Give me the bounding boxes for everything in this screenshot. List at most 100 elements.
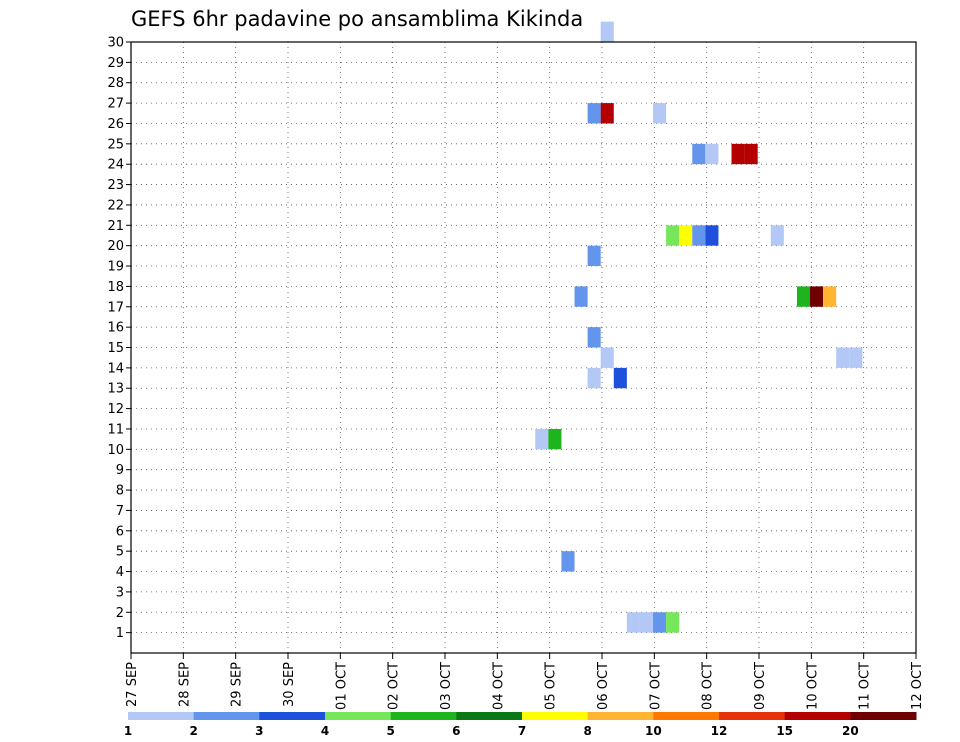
grid-lines <box>131 41 916 653</box>
x-tick-label-11: 08 OCT <box>701 662 716 710</box>
x-tick-label-14: 11 OCT <box>858 662 873 710</box>
y-tick-label-0: 1 <box>116 626 124 641</box>
data-cell-15 <box>653 612 667 633</box>
data-cell-25 <box>770 225 784 246</box>
data-cell-14 <box>653 103 667 124</box>
x-tick-label-9: 06 OCT <box>596 662 611 710</box>
data-cell-0 <box>535 428 549 450</box>
colorbar-swatch-0 <box>128 712 195 720</box>
colorbar-swatch-5 <box>456 712 523 720</box>
colorbar-label-10: 15 <box>776 724 793 738</box>
y-tick-label-24: 25 <box>107 137 124 152</box>
y-tick-label-9: 10 <box>107 443 124 458</box>
data-cell-27 <box>810 286 824 307</box>
data-cell-17 <box>666 225 680 246</box>
x-tick-label-3: 30 SEP <box>282 662 297 707</box>
colorbar-swatch-7 <box>587 712 654 720</box>
y-tick-label-26: 27 <box>107 97 124 112</box>
y-tick-label-19: 20 <box>107 239 124 254</box>
colorbar-label-5: 6 <box>452 724 460 738</box>
y-tick-label-4: 5 <box>116 545 124 560</box>
y-tick-label-6: 7 <box>116 504 124 519</box>
colorbar-swatch-3 <box>325 712 392 720</box>
colorbar-label-2: 3 <box>255 724 263 738</box>
data-cell-1 <box>548 428 562 450</box>
y-tick-label-1: 2 <box>116 606 124 621</box>
data-cell-11 <box>613 367 627 389</box>
data-cell-29 <box>836 347 850 368</box>
y-tick-label-20: 21 <box>107 219 124 234</box>
y-tick-label-25: 26 <box>107 117 124 132</box>
colorbar-label-1: 2 <box>189 724 197 738</box>
y-tick-label-3: 4 <box>116 565 124 580</box>
plot-frame <box>130 41 917 654</box>
colorbar-swatch-4 <box>390 712 457 720</box>
data-cell-22 <box>705 143 719 165</box>
y-tick-label-12: 13 <box>107 382 124 397</box>
x-tick-label-6: 03 OCT <box>439 662 454 710</box>
y-tick-label-22: 23 <box>107 178 124 193</box>
x-tick-label-4: 01 OCT <box>334 662 349 710</box>
data-cell-23 <box>731 143 745 165</box>
data-cell-4 <box>587 367 601 389</box>
colorbar-label-9: 12 <box>711 724 728 738</box>
colorbar-swatch-10 <box>784 712 851 720</box>
data-cell-18 <box>679 225 693 246</box>
data-cell-3 <box>574 286 588 307</box>
x-tick-label-12: 09 OCT <box>753 662 768 710</box>
data-cell-30 <box>849 347 863 368</box>
colorbar-swatch-6 <box>522 712 589 720</box>
y-tick-label-16: 17 <box>107 300 124 315</box>
data-cell-28 <box>823 286 837 307</box>
y-axis: 1234567891011121314151617181920212223242… <box>107 36 131 641</box>
data-cell-9 <box>600 103 614 124</box>
y-tick-label-10: 11 <box>107 422 124 437</box>
x-tick-label-2: 29 SEP <box>230 662 245 707</box>
x-tick-label-7: 04 OCT <box>491 662 506 710</box>
y-tick-label-27: 28 <box>107 76 124 91</box>
data-cell-19 <box>692 225 706 246</box>
x-tick-label-13: 10 OCT <box>805 662 820 710</box>
x-tick-label-0: 27 SEP <box>125 662 140 707</box>
data-cell-6 <box>587 245 601 267</box>
colorbar-label-3: 4 <box>321 724 329 738</box>
colorbar-label-11: 20 <box>842 724 859 738</box>
y-tick-label-7: 8 <box>116 484 124 499</box>
y-tick-label-18: 19 <box>107 260 124 275</box>
colorbar-swatch-1 <box>193 712 260 720</box>
colorbar-label-4: 5 <box>386 724 394 738</box>
y-tick-label-29: 30 <box>107 36 124 51</box>
x-tick-label-1: 28 SEP <box>177 662 192 707</box>
data-cells <box>535 21 863 633</box>
y-tick-label-11: 12 <box>107 402 124 417</box>
y-tick-label-13: 14 <box>107 361 124 376</box>
x-tick-label-10: 07 OCT <box>648 662 663 710</box>
y-tick-label-23: 24 <box>107 158 124 173</box>
data-cell-16 <box>666 612 680 633</box>
y-tick-label-14: 15 <box>107 341 124 356</box>
data-cell-5 <box>587 327 601 348</box>
colorbar-label-7: 8 <box>583 724 591 738</box>
x-tick-label-15: 12 OCT <box>910 662 925 710</box>
colorbar-label-6: 7 <box>518 724 526 738</box>
y-tick-label-21: 22 <box>107 198 124 213</box>
data-cell-20 <box>692 143 706 165</box>
data-cell-26 <box>796 286 811 307</box>
y-tick-label-28: 29 <box>107 56 124 71</box>
colorbar-swatch-11 <box>850 712 917 720</box>
data-cell-2 <box>561 551 575 572</box>
data-cell-10 <box>600 21 614 42</box>
data-cell-8 <box>600 347 614 368</box>
x-tick-label-8: 05 OCT <box>544 662 559 710</box>
colorbar-label-0: 1 <box>124 724 132 738</box>
data-cell-21 <box>705 225 719 246</box>
data-cell-13 <box>639 612 654 633</box>
colorbar-swatch-2 <box>259 712 326 720</box>
y-tick-label-17: 18 <box>107 280 124 295</box>
data-cell-7 <box>587 103 601 124</box>
colorbar: 1 2 3 4 5 6 7 8 10 12 15 20 <box>124 712 917 738</box>
data-cell-12 <box>626 612 640 633</box>
chart-title: GEFS 6hr padavine po ansamblima Kikinda <box>131 7 583 31</box>
colorbar-swatch-8 <box>653 712 720 720</box>
